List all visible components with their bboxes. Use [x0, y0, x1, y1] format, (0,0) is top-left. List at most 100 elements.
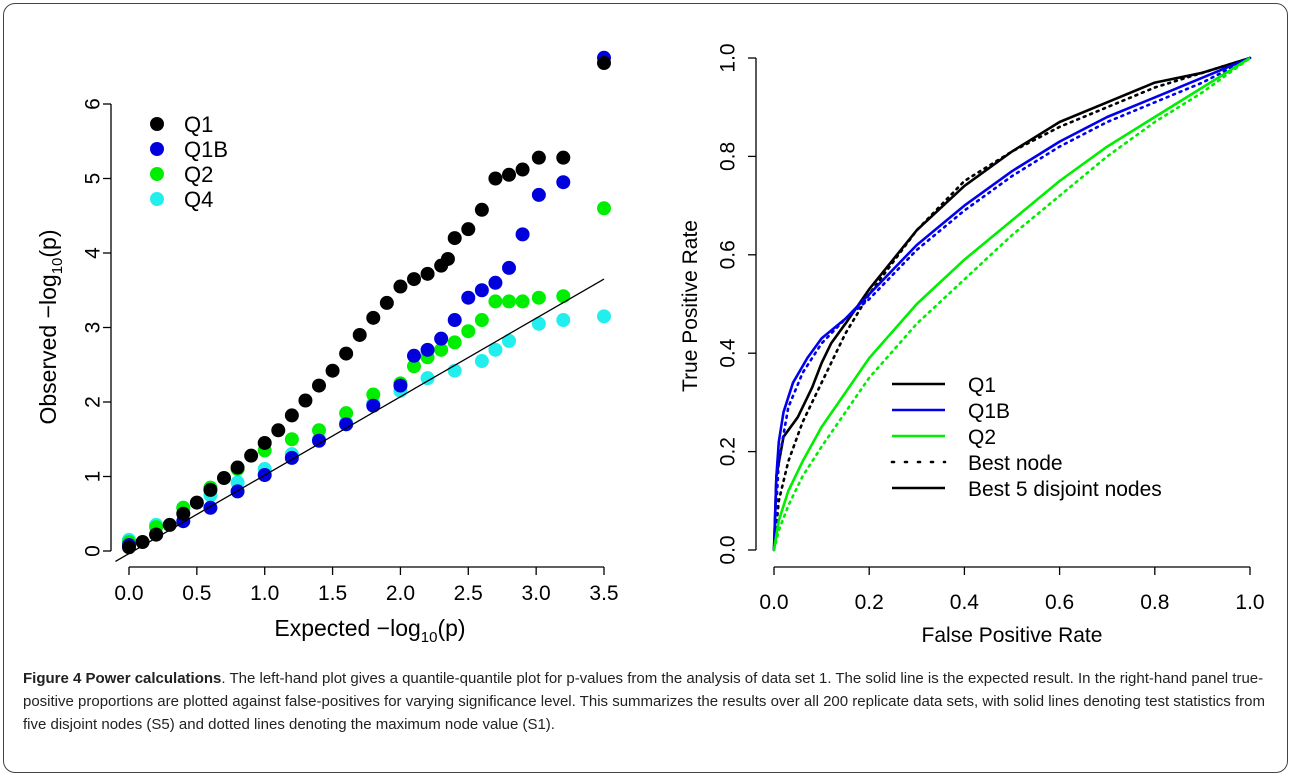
data-point-q1	[461, 222, 476, 237]
roc-line-q2-best-node	[772, 56, 1252, 552]
x-axis-label: False Positive Rate	[922, 624, 1103, 647]
x-tick-label: 0.5	[182, 582, 211, 605]
legend-label-q1b: Q1B	[184, 137, 228, 162]
y-tick-label: 4	[82, 247, 105, 259]
data-point-q4	[474, 354, 489, 369]
x-tick-label: 0.8	[1140, 591, 1169, 614]
legend-label-q1b: Q1B	[968, 400, 1010, 423]
data-point-q1	[325, 363, 340, 378]
data-point-q1	[217, 470, 231, 485]
data-point-q1b	[447, 313, 462, 328]
x-axis-label: Expected −log10(p)	[274, 615, 465, 646]
data-point-q2	[502, 294, 516, 309]
y-axis-label: True Positive Rate	[679, 220, 702, 392]
y-tick-label: 0.0	[717, 535, 740, 564]
data-point-q1b	[393, 378, 408, 393]
y-tick-label: 1	[82, 471, 105, 483]
data-point-q1b	[488, 275, 503, 290]
data-point-q1	[298, 393, 313, 408]
legend-label-best-5-disjoint-nodes: Best 5 disjoint nodes	[968, 478, 1162, 501]
data-point-q1b	[366, 398, 381, 413]
data-point-q2	[312, 423, 326, 438]
legend-marker-q2	[150, 167, 164, 181]
data-point-q1	[135, 535, 150, 550]
caption-text: . The left-hand plot gives a quantile-qu…	[23, 670, 1265, 733]
roc-line-q1b	[772, 56, 1251, 551]
data-point-q2	[366, 387, 381, 402]
legend-marker-q1	[150, 117, 164, 131]
data-point-q2	[474, 313, 489, 328]
data-point-q1b	[474, 283, 489, 298]
data-point-q4	[531, 316, 546, 331]
data-point-q1	[515, 162, 530, 177]
data-point-q1	[176, 506, 191, 521]
roc-line-q1	[772, 56, 1251, 551]
data-point-q1	[203, 482, 218, 497]
data-point-q1	[407, 272, 421, 287]
data-point-q1b	[407, 348, 421, 363]
data-point-q4	[420, 371, 435, 386]
data-point-q2	[434, 342, 449, 357]
y-tick-label: 1.0	[717, 43, 740, 72]
y-axis-label: Observed −log10(p)	[35, 229, 66, 424]
x-tick-label: 0.6	[1045, 591, 1074, 614]
data-point-q2	[461, 324, 476, 339]
data-point-q1b	[556, 175, 571, 190]
data-point-q2	[515, 294, 530, 309]
legend-label-best-node: Best node	[968, 452, 1063, 475]
data-point-q2	[407, 359, 421, 374]
data-point-q1	[420, 266, 435, 281]
data-point-q1	[189, 495, 204, 510]
data-point-q2	[488, 294, 503, 309]
legend-marker-q4	[150, 192, 164, 206]
data-point-q1	[257, 435, 272, 450]
figure-frame	[3, 3, 1288, 773]
data-point-q1	[502, 167, 516, 182]
data-point-q1	[556, 150, 571, 165]
data-point-q1	[149, 527, 164, 542]
data-point-q1	[440, 251, 455, 266]
data-point-q1	[312, 378, 326, 393]
x-tick-label: 2.5	[454, 582, 483, 605]
data-point-q1b	[531, 187, 546, 202]
data-point-q1	[393, 279, 408, 294]
qq-plot: 0.0 0.5 1.0 1.5 2.0 2.5 3.0 3.5 0 1 2 3 4 5 6 Expected …	[35, 50, 619, 646]
data-point-q2	[556, 289, 571, 304]
data-point-q1b	[515, 227, 530, 242]
legend-label-q4: Q4	[184, 187, 213, 212]
data-point-q1	[447, 231, 462, 246]
data-point-q1	[366, 310, 381, 325]
x-tick-label: 0.0	[114, 582, 143, 605]
data-point-q4	[502, 333, 516, 348]
y-tick-label: 0.2	[717, 437, 740, 466]
data-point-q1	[284, 408, 299, 423]
data-point-q1	[271, 423, 286, 438]
data-point-q2	[339, 406, 354, 421]
data-point-q1b	[203, 500, 218, 515]
data-point-q1	[474, 202, 489, 217]
data-point-q2	[447, 335, 462, 350]
figure-caption: Figure 4 Power calculations. The left-ha…	[23, 667, 1273, 736]
y-tick-label: 0.6	[717, 240, 740, 269]
data-point-q1	[352, 327, 367, 342]
x-tick-label: 3.5	[589, 582, 618, 605]
data-point-q1	[230, 460, 245, 475]
x-tick-label: 0.0	[759, 591, 788, 614]
legend-marker-q1b	[150, 142, 164, 156]
x-tick-label: 3.0	[522, 582, 551, 605]
data-point-q1	[379, 295, 394, 310]
data-point-q4	[488, 342, 503, 357]
x-tick-label: 0.2	[855, 591, 884, 614]
roc-line-q2	[772, 56, 1251, 551]
data-point-q1	[597, 56, 611, 71]
data-point-q1	[244, 448, 259, 463]
roc-line-q1-best-node	[772, 56, 1252, 552]
y-tick-label: 5	[82, 173, 105, 185]
data-point-q2	[531, 290, 546, 305]
legend-label-q1: Q1	[968, 374, 996, 397]
data-point-q1b	[461, 290, 476, 305]
data-point-q1b	[420, 342, 435, 357]
y-tick-label: 0.8	[717, 142, 740, 171]
y-tick-label: 0	[82, 545, 105, 557]
data-point-q1b	[434, 331, 449, 346]
